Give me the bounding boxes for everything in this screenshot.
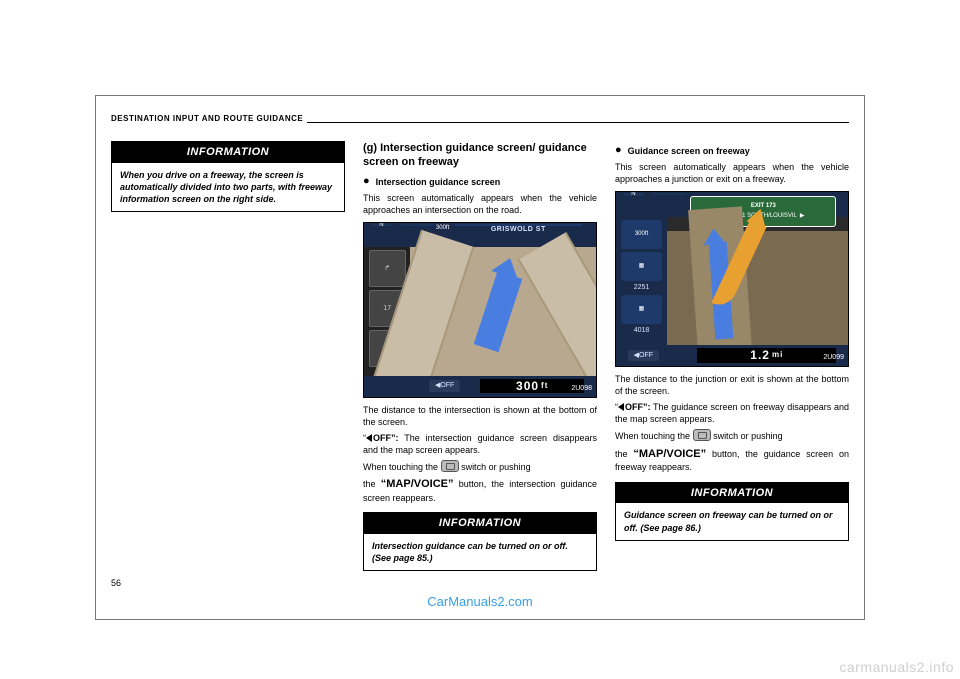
ss-off-button: ◀OFF xyxy=(429,380,460,391)
watermark-inner: CarManuals2.com xyxy=(111,594,849,609)
compass-icon: N xyxy=(371,224,392,227)
ss-distance: 1.2 mi xyxy=(697,348,836,363)
para-c2-3: “OFF”: The intersection guidance screen … xyxy=(363,432,597,456)
para-c2-1: This screen automatically appears when t… xyxy=(363,192,597,216)
map-switch-icon xyxy=(441,460,459,472)
info-title: INFORMATION xyxy=(616,483,848,504)
page-number: 56 xyxy=(111,574,849,588)
street-name: GRISWOLD ST xyxy=(455,224,583,226)
scale-text: 300ft xyxy=(436,224,449,232)
triangle-left-icon xyxy=(366,434,372,442)
info-box-intersection-toggle: INFORMATION Intersection guidance can be… xyxy=(363,512,597,571)
column-3: ● Guidance screen on freeway This screen… xyxy=(615,141,849,574)
ss-id-label: 2U098 xyxy=(571,384,592,393)
header-rule: DESTINATION INPUT AND ROUTE GUIDANCE xyxy=(111,122,849,123)
ss-bottom-bar: ◀OFF 1.2 mi xyxy=(616,345,848,366)
section-title: DESTINATION INPUT AND ROUTE GUIDANCE xyxy=(111,114,307,123)
info-box-freeway-toggle: INFORMATION Guidance screen on freeway c… xyxy=(615,482,849,541)
info-body: When you drive on a freeway, the screen … xyxy=(112,163,344,211)
ss-left-panel: 300ft ▦ 2251 ▦ 4018 xyxy=(616,217,667,345)
triangle-left-icon xyxy=(618,403,624,411)
bullet-text: Intersection guidance screen xyxy=(376,176,501,188)
para-c3-4: When touching the switch or pushing xyxy=(615,429,849,442)
compass-icon: N xyxy=(623,193,644,196)
column-1: INFORMATION When you drive on a freeway,… xyxy=(111,141,345,574)
info-box-freeway-split: INFORMATION When you drive on a freeway,… xyxy=(111,141,345,212)
chevron-right-icon: ▶ xyxy=(800,212,805,220)
info-title: INFORMATION xyxy=(364,513,596,534)
para-c3-1: This screen automatically appears when t… xyxy=(615,161,849,185)
map-voice-button-label: “MAP/VOICE” xyxy=(381,478,454,490)
map-switch-icon xyxy=(693,429,711,441)
scale-chip xyxy=(401,224,433,226)
ss-id-label: 2U099 xyxy=(823,353,844,362)
bullet-intersection: ● Intersection guidance screen xyxy=(363,176,597,188)
page-frame: DESTINATION INPUT AND ROUTE GUIDANCE INF… xyxy=(95,95,865,620)
bullet-text: Guidance screen on freeway xyxy=(628,145,750,157)
columns: INFORMATION When you drive on a freeway,… xyxy=(111,141,849,574)
block-icon: ▦ xyxy=(621,252,662,281)
stat-1: 2251 xyxy=(616,283,667,292)
ss-dist-unit: mi xyxy=(772,350,783,361)
column-2: (g) Intersection guidance screen/ guidan… xyxy=(363,141,597,574)
subsection-heading: (g) Intersection guidance screen/ guidan… xyxy=(363,141,597,170)
screenshot-freeway: N EXIT 173 71 I-71 SOUTH/LOUISVIL ▶ 300f… xyxy=(615,191,849,367)
route-arrow-icon xyxy=(473,271,522,352)
bullet-dot-icon: ● xyxy=(615,145,622,157)
bullet-dot-icon: ● xyxy=(363,176,370,188)
ss-dist-val: 300 xyxy=(516,378,539,394)
ss-bottom-bar: ◀OFF 300 ft xyxy=(364,376,596,397)
watermark-outer: carmanuals2.info xyxy=(839,659,954,675)
ss-map-area xyxy=(410,247,596,375)
ss-off-button: ◀OFF xyxy=(628,350,659,361)
info-title: INFORMATION xyxy=(112,142,344,163)
screenshot-intersection: N 300ft GRISWOLD ST ↱ 17 21 ◀OFF xyxy=(363,222,597,398)
para-c2-4: When touching the switch or pushing xyxy=(363,460,597,473)
block-icon: ▦ xyxy=(621,295,662,324)
scale-mini: 300ft xyxy=(621,220,662,249)
para-c3-5: the “MAP/VOICE” button, the guidance scr… xyxy=(615,447,849,474)
turn-icon: ↱ xyxy=(369,250,406,287)
stat-2: 4018 xyxy=(616,326,667,335)
ss-map-area xyxy=(667,231,848,346)
para-c3-3: “OFF”: The guidance screen on freeway di… xyxy=(615,401,849,425)
map-voice-button-label: “MAP/VOICE” xyxy=(633,448,706,460)
info-body: Guidance screen on freeway can be turned… xyxy=(616,503,848,539)
ss-distance: 300 ft xyxy=(480,379,584,394)
para-c2-2: The distance to the intersection is show… xyxy=(363,404,597,428)
ss-dist-unit: ft xyxy=(541,381,548,392)
scale-chip xyxy=(653,193,685,195)
para-c2-5: the “MAP/VOICE” button, the intersection… xyxy=(363,477,597,504)
para-c3-2: The distance to the junction or exit is … xyxy=(615,373,849,397)
ss-dist-val: 1.2 xyxy=(750,347,770,363)
info-body: Intersection guidance can be turned on o… xyxy=(364,534,596,570)
bullet-freeway: ● Guidance screen on freeway xyxy=(615,145,849,157)
